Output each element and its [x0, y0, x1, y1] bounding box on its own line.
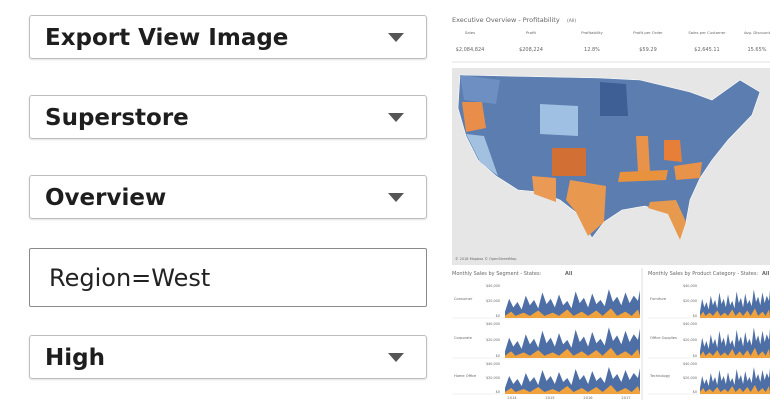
axis-tick: $20,000 — [486, 299, 500, 303]
axis-tick: $0 — [496, 314, 500, 318]
region — [566, 180, 606, 236]
axis-tick: $40,000 — [683, 362, 697, 366]
region — [648, 200, 686, 240]
row-label: Office Supplies — [650, 336, 677, 340]
row-label: Home Office — [454, 374, 477, 378]
input-text: Region=West — [49, 264, 211, 292]
dashboard-title: Executive Overview - Profitability — [452, 16, 560, 24]
kpi-label: Profit per Order — [633, 30, 663, 35]
year-label: 2014 — [507, 396, 517, 400]
kpi-row: Sales $2,084,824 Profit $208,224 Profitabili… — [456, 30, 770, 53]
caret — [388, 193, 404, 202]
axis-tick: $40,000 — [683, 322, 697, 326]
kpi-value: $2,084,824 — [456, 47, 485, 53]
kpi-label: Avg. Discount — [744, 30, 770, 35]
kpi-value: $2,645.11 — [694, 47, 719, 53]
year-label: 2015 — [545, 396, 554, 400]
map: © 2018 Mapbox © OpenStreetMap — [452, 68, 770, 265]
caret — [388, 33, 404, 42]
kpi-value: $59.29 — [639, 47, 657, 53]
kpi-label: Sales per Customer — [688, 30, 726, 35]
region — [618, 170, 668, 182]
axis-tick: $0 — [496, 390, 500, 394]
category-chart-title: Monthly Sales by Product Category - Stat… — [648, 271, 758, 277]
region — [636, 136, 650, 172]
row-label: Consumer — [454, 297, 473, 301]
dashboard-preview: Executive Overview - Profitability (All)… — [448, 8, 770, 408]
axis-tick: $20,000 — [683, 338, 697, 342]
region — [674, 162, 702, 180]
axis-tick: $40,000 — [683, 284, 697, 288]
kpi-label: Profit — [526, 30, 536, 35]
axis-tick: $0 — [693, 354, 697, 358]
dropdown-label: Export View Image — [45, 25, 289, 51]
export-dropdown[interactable]: Export View Image — [29, 15, 427, 59]
axis-tick: $0 — [693, 390, 697, 394]
dropdown-label: Superstore — [45, 105, 189, 131]
axis-tick: $20,000 — [486, 338, 500, 342]
resolution-dropdown[interactable]: High — [29, 335, 427, 379]
segment-chart-title: Monthly Sales by Segment - States: — [452, 271, 542, 277]
view-dropdown[interactable]: Overview — [29, 175, 427, 219]
axis-tick: $40,000 — [486, 362, 500, 366]
row-label: Corporate — [454, 336, 473, 340]
region — [600, 82, 628, 116]
region — [466, 134, 498, 176]
kpi-value: 12.8% — [584, 47, 600, 53]
region — [532, 176, 556, 202]
region — [664, 140, 682, 162]
region — [462, 102, 486, 132]
kpi-label: Profitability — [581, 30, 603, 35]
row-label: Technology — [649, 374, 671, 378]
axis-tick: $40,000 — [486, 284, 500, 288]
kpi-value: 15.65% — [747, 47, 766, 53]
segment-chart-filter: All — [565, 271, 573, 277]
category-chart-filter: All — [762, 271, 770, 277]
region — [460, 75, 500, 104]
region — [552, 148, 586, 176]
axis-tick: $0 — [496, 354, 500, 358]
filter-input[interactable]: Region=West — [29, 248, 427, 307]
axis-tick: $40,000 — [486, 322, 500, 326]
row-label: Furniture — [650, 297, 667, 301]
map-credit: © 2018 Mapbox © OpenStreetMap — [455, 257, 517, 261]
dropdown-label: Overview — [45, 185, 167, 211]
kpi-value: $208,224 — [519, 47, 543, 53]
dropdown-label: High — [45, 345, 105, 371]
area-panels: Consumer $40,000 $20,000 $0 Corporate $40,000… — [452, 284, 770, 400]
region — [540, 104, 578, 136]
year-label: 2017 — [621, 396, 630, 400]
kpi-label: Sales — [465, 30, 475, 35]
caret — [388, 113, 404, 122]
caret — [388, 353, 404, 362]
axis-tick: $20,000 — [486, 376, 500, 380]
axis-tick: $0 — [693, 314, 697, 318]
workbook-dropdown[interactable]: Superstore — [29, 95, 427, 139]
axis-tick: $20,000 — [683, 376, 697, 380]
dashboard-title-suffix: (All) — [567, 18, 576, 24]
axis-tick: $20,000 — [683, 299, 697, 303]
year-label: 2016 — [583, 396, 593, 400]
